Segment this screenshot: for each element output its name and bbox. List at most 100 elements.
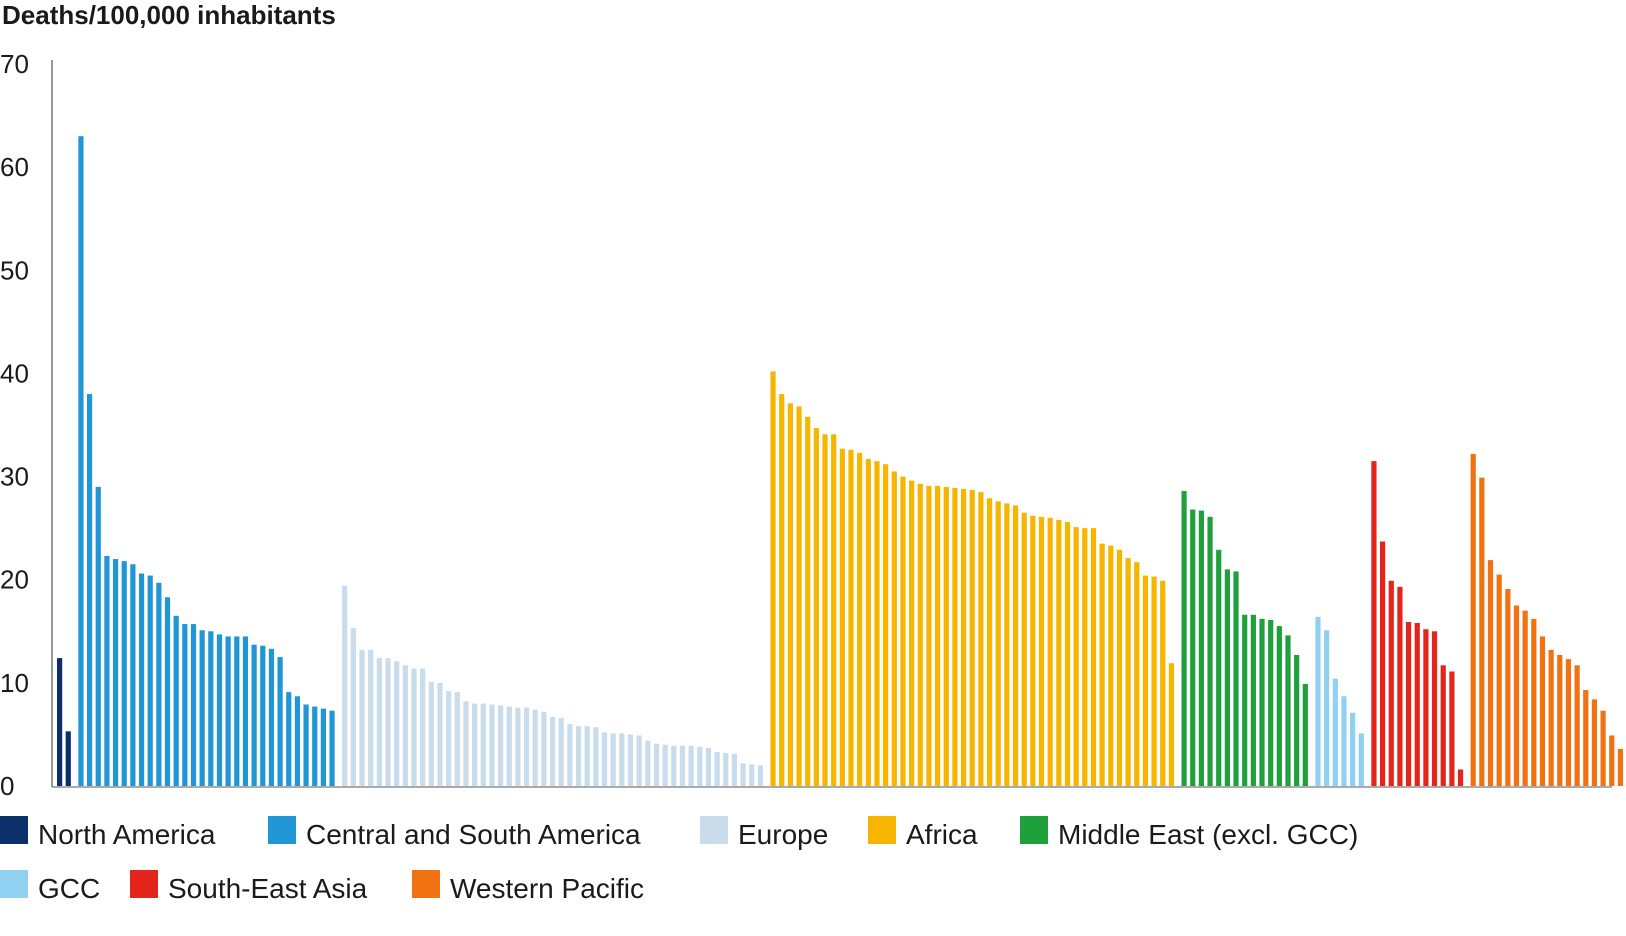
bar [1108,545,1114,786]
bar [1160,580,1166,786]
bar [86,394,93,786]
bar [112,559,119,786]
bar [1134,562,1140,786]
bar [995,501,1001,786]
bar [1198,510,1204,786]
bar [1151,576,1157,786]
bar [359,649,365,786]
bar [376,658,382,786]
bar [1332,678,1338,786]
y-tick-label: 30 [0,462,29,492]
bar [1064,521,1071,786]
bar [173,615,179,786]
y-tick-label: 70 [0,49,29,79]
bar [541,711,547,786]
bar [242,636,249,786]
bar [1440,665,1446,786]
bar [312,706,318,786]
bar [671,745,677,786]
legend-swatch [0,816,28,844]
bar [1233,571,1239,786]
bar [1216,549,1222,786]
bar [251,644,257,786]
bar [498,705,504,786]
bar [969,489,975,786]
bar [1294,655,1300,786]
bar [848,449,854,786]
bar [1423,629,1429,786]
bar [619,733,625,786]
bar [225,636,231,786]
bar [831,434,837,786]
bar [1358,733,1364,786]
bar [874,461,880,786]
bar [182,624,188,786]
legend-swatch [868,816,896,844]
y-tick-label: 50 [0,255,29,285]
bar [705,747,712,786]
legend-label: Western Pacific [450,873,644,904]
bar [95,486,101,786]
y-axis-label: Deaths/100,000 inhabitants [2,0,336,30]
bar [350,628,356,786]
bar [523,707,530,786]
bar [688,745,694,786]
bar [636,735,642,786]
legend-swatch [1020,816,1048,844]
bar [627,734,634,786]
bar [1073,527,1079,786]
bar [1142,575,1149,786]
bar [268,648,275,786]
bar [909,480,915,786]
bar [368,649,374,786]
bar [147,575,153,786]
legend-swatch [700,816,728,844]
bar [489,704,495,786]
bar [420,668,426,786]
bar [1470,453,1476,786]
bar [480,703,486,786]
bar [917,483,923,786]
bar [757,765,763,786]
bar [1548,649,1554,786]
bar [446,691,452,786]
bar [935,485,941,786]
bar [1565,659,1572,786]
bar [199,630,205,786]
bar [839,448,845,786]
bar [926,485,932,786]
bar [1479,477,1485,786]
bar [515,707,521,786]
legend-label: South-East Asia [168,873,368,904]
bar [394,661,400,786]
bar [428,681,434,786]
bar [865,459,871,786]
bar [662,744,668,786]
bar [437,682,443,786]
bar [1457,769,1464,786]
bar [411,668,417,786]
bars-group [57,136,1624,786]
bar [472,703,478,786]
bar [779,394,785,786]
bar [130,564,136,786]
bar [190,624,197,786]
legend-label: Europe [738,819,828,850]
bar [1276,626,1282,786]
bar [454,692,460,786]
bar [549,716,556,786]
legend-label: Africa [906,819,978,850]
legend-swatch [130,870,158,898]
bar [385,658,391,786]
bar [1302,683,1308,786]
bar [1285,635,1291,786]
legend-label: GCC [38,873,100,904]
bar [1021,512,1027,786]
y-tick-label: 60 [0,152,29,182]
bar [1609,735,1615,786]
legend-label: Middle East (excl. GCC) [1058,819,1358,850]
bar [1397,586,1403,786]
bar [1449,671,1455,786]
bar [234,636,240,786]
